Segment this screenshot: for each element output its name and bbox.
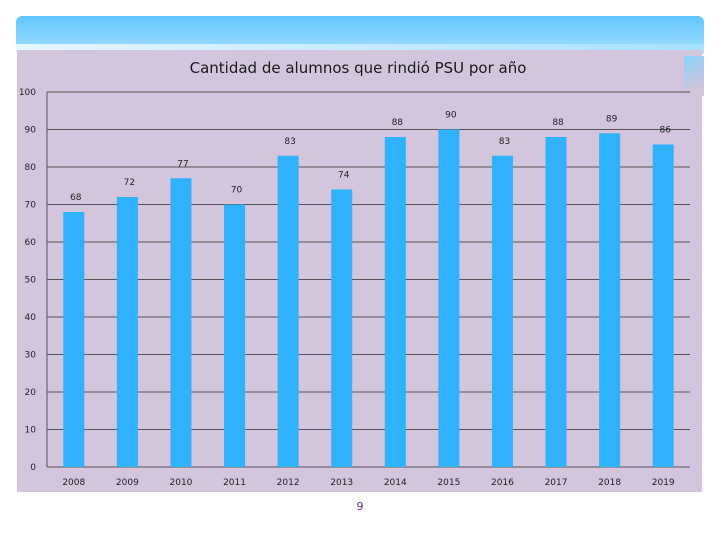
x-tick-label-2014: 2014 — [384, 478, 407, 488]
data-label-2012: 83 — [284, 137, 295, 147]
y-tick-label-80: 80 — [25, 163, 37, 173]
bar-2016 — [491, 155, 513, 467]
bar-2019 — [652, 144, 674, 467]
y-tick-label-30: 30 — [25, 351, 37, 361]
x-tick-label-2018: 2018 — [598, 478, 621, 488]
bar-2015 — [438, 129, 460, 467]
panel-corner-decoration — [684, 56, 704, 96]
x-tick-label-2010: 2010 — [170, 478, 193, 488]
x-tick-label-2015: 2015 — [437, 478, 460, 488]
bar-2018 — [599, 133, 621, 467]
y-tick-label-0: 0 — [30, 463, 36, 473]
data-label-2014: 88 — [392, 118, 404, 128]
data-label-2019: 86 — [659, 126, 671, 136]
y-tick-label-10: 10 — [25, 426, 37, 436]
y-tick-label-50: 50 — [25, 276, 37, 286]
data-label-2008: 68 — [70, 193, 82, 203]
y-tick-label-60: 60 — [25, 238, 37, 248]
bar-2014 — [384, 137, 406, 467]
data-label-2010: 77 — [177, 159, 188, 169]
data-label-2013: 74 — [338, 171, 350, 181]
y-tick-label-20: 20 — [25, 388, 37, 398]
data-label-2016: 83 — [499, 137, 510, 147]
bar-2009 — [116, 197, 138, 467]
x-tick-label-2008: 2008 — [62, 478, 85, 488]
x-tick-label-2016: 2016 — [491, 478, 514, 488]
x-tick-label-2011: 2011 — [223, 478, 246, 488]
page-number: 9 — [356, 500, 364, 513]
slide-header-sheen — [16, 44, 704, 54]
y-tick-label-40: 40 — [25, 313, 37, 323]
x-axis-ticks: 2008 2009 2010 2011 2012 2013 2014 2015 2016 2017… — [62, 478, 675, 488]
data-label-2011: 70 — [231, 186, 243, 196]
bar-2011 — [224, 204, 246, 467]
gridlines — [46, 91, 690, 468]
y-tick-label-70: 70 — [25, 201, 37, 211]
x-tick-label-2019: 2019 — [652, 478, 675, 488]
data-label-2018: 89 — [606, 114, 618, 124]
bar-2017 — [545, 137, 567, 467]
data-labels: 68 72 77 70 83 74 88 90 83 88 89 86 — [70, 111, 671, 204]
bar-2010 — [170, 178, 192, 467]
data-label-2017: 88 — [552, 118, 564, 128]
data-label-2015: 90 — [445, 111, 457, 121]
x-tick-label-2013: 2013 — [330, 478, 353, 488]
data-label-2009: 72 — [124, 178, 135, 188]
y-tick-label-90: 90 — [25, 126, 37, 136]
bar-2008 — [63, 212, 85, 467]
bars — [63, 129, 674, 467]
chart-title: Cantidad de alumnos que rindió PSU por a… — [190, 59, 527, 77]
bar-2013 — [331, 189, 353, 467]
x-tick-label-2009: 2009 — [116, 478, 139, 488]
y-axis-ticks: 0 10 20 30 40 50 60 70 80 90 100 — [19, 88, 36, 473]
y-tick-label-100: 100 — [19, 88, 36, 98]
x-tick-label-2012: 2012 — [277, 478, 300, 488]
bar-2012 — [277, 155, 299, 467]
x-tick-label-2017: 2017 — [545, 478, 568, 488]
